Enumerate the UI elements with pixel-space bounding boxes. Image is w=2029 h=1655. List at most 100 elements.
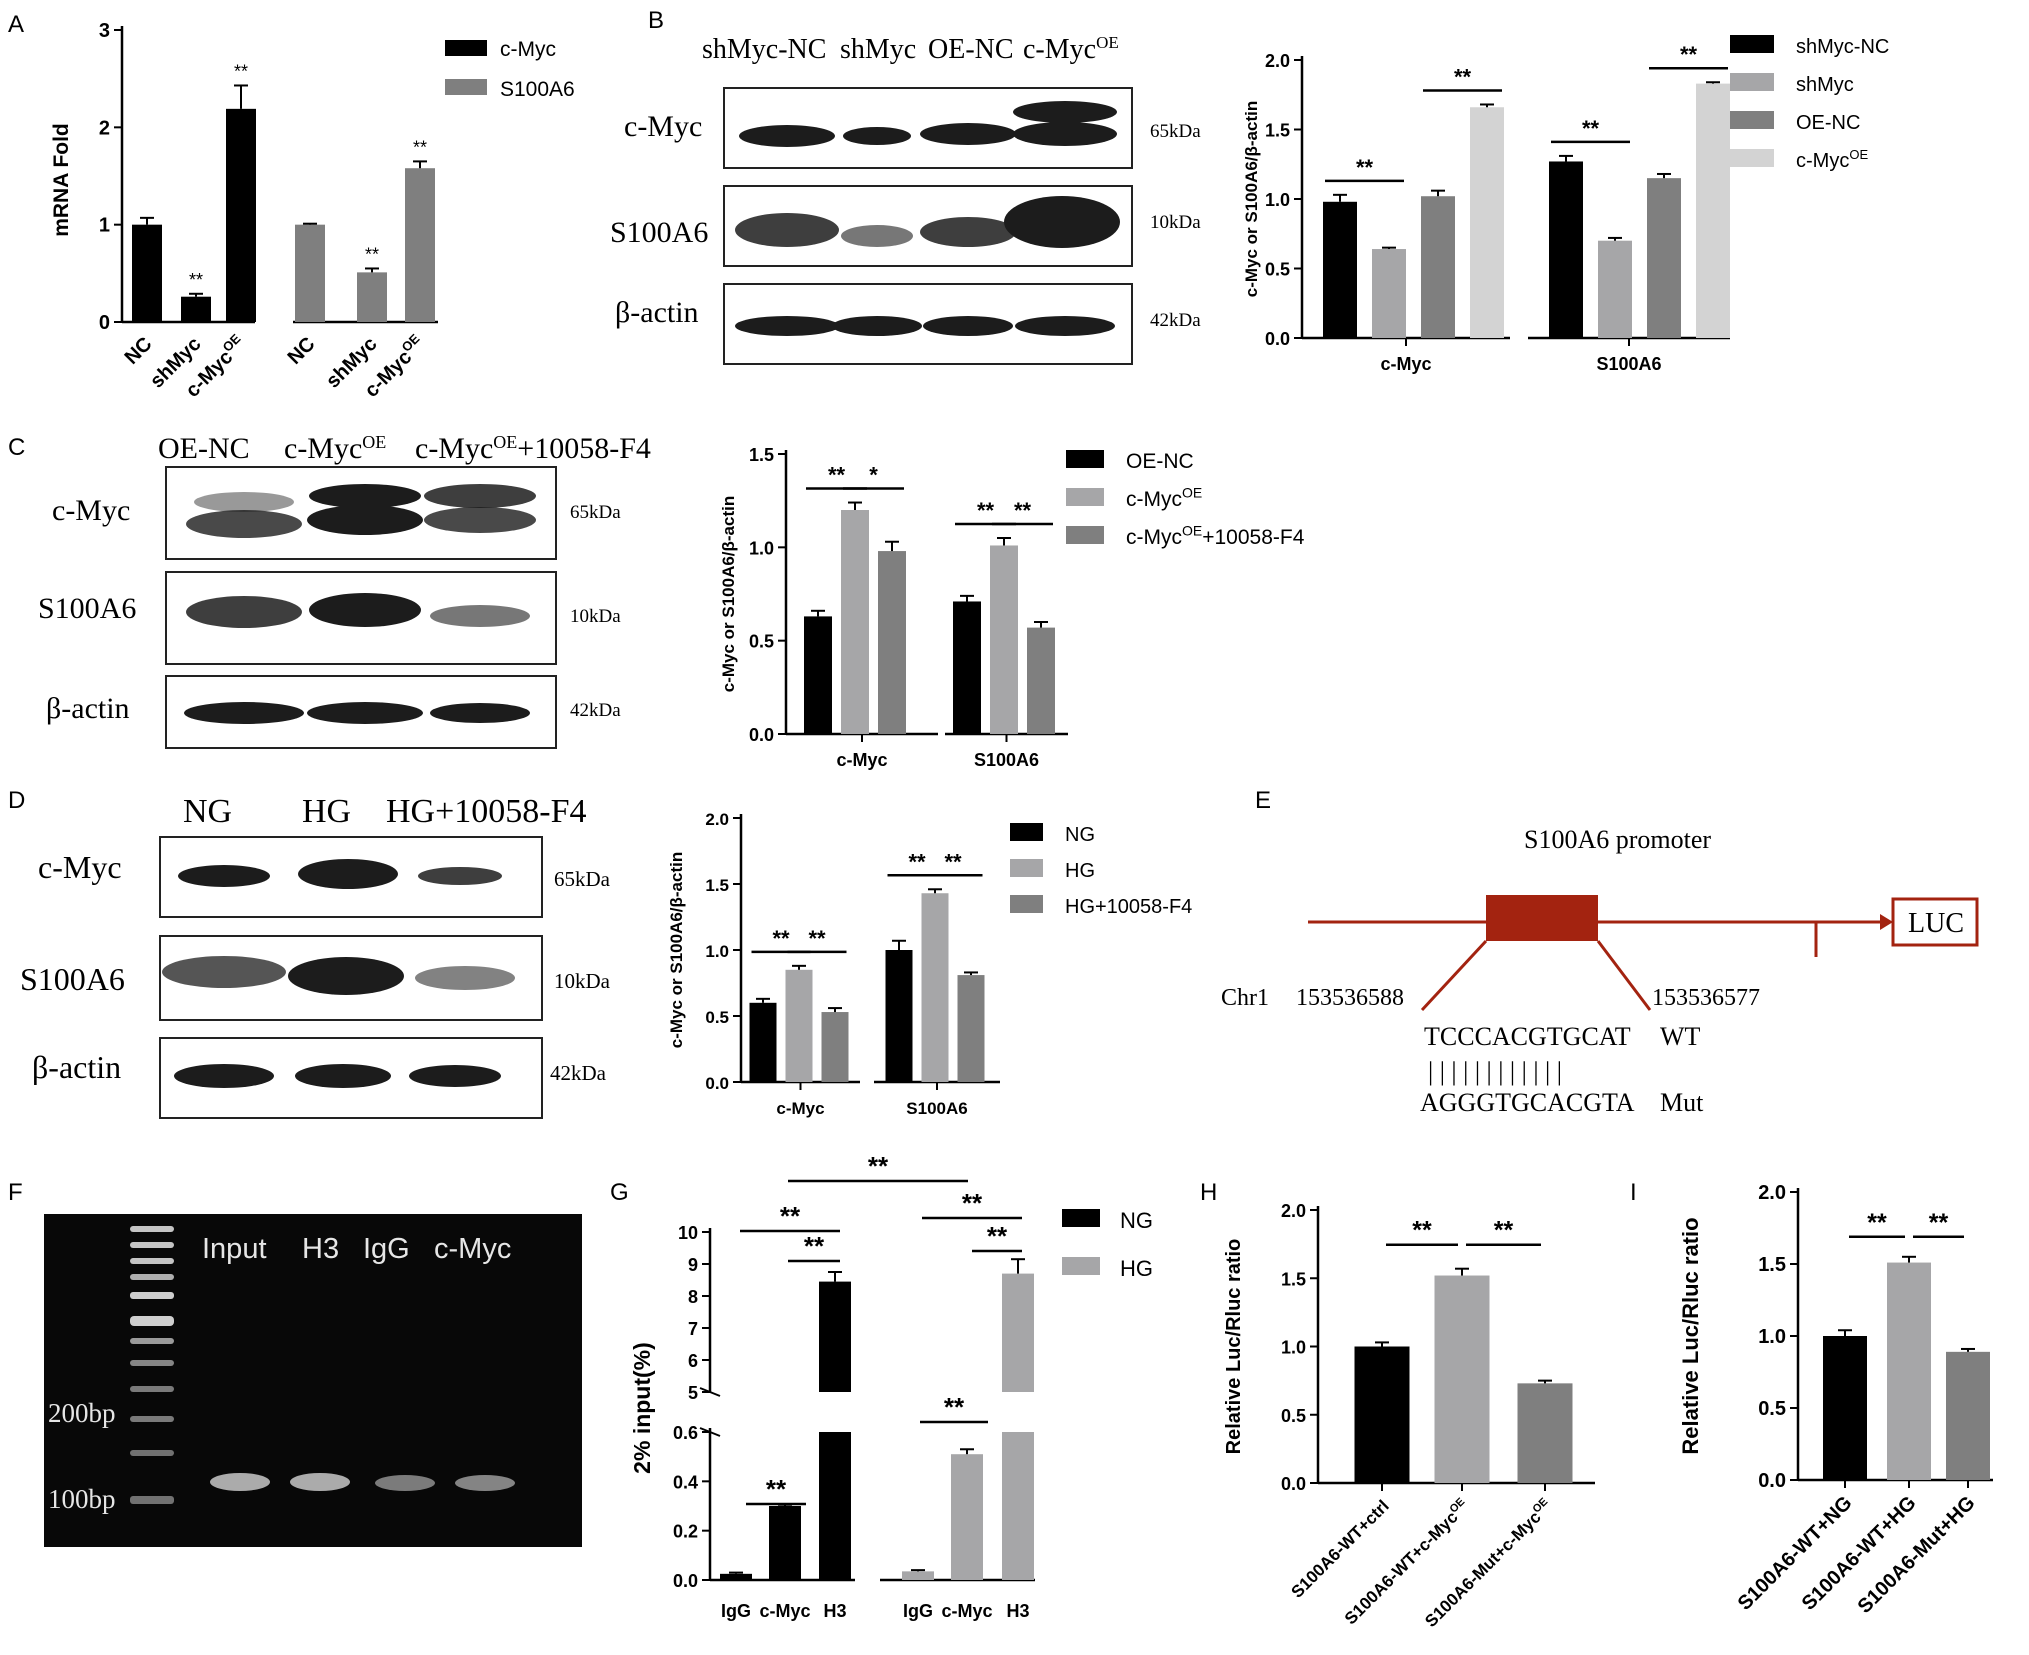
chart-b-bar-0-3 [1470, 107, 1504, 338]
blot-b-col-4: c-MycOE [1023, 33, 1119, 65]
chart-c-legend-label-1: c-MycOE [1126, 485, 1202, 511]
blot-c-row-1: c-Myc [52, 494, 130, 527]
blot-b-row-1: c-Myc [624, 110, 702, 143]
blot-c-row-3: β-actin [46, 692, 130, 725]
blot-c: OE-NC c-MycOE c-MycOE+10058-F4 c-Myc S10… [38, 432, 651, 749]
chart-b-xlabel-0: c-Myc [1380, 354, 1431, 374]
chart-a-xlabel-0: NC [121, 333, 157, 369]
chart-i-bar-2 [1946, 1351, 1990, 1480]
chart-a-star-4: ** [365, 244, 379, 264]
chart-g-sig-5: ** [962, 1188, 983, 1218]
chart-b-sig-2: ** [1582, 116, 1600, 141]
chart-d-ylabel: c-Myc or S100A6/β-actin [667, 852, 686, 1049]
chart-b-ytick-label-4: 2.0 [1265, 51, 1290, 71]
chart-c-legend-swatch-2 [1066, 526, 1104, 544]
chart-i-sig-0: ** [1867, 1209, 1887, 1237]
chart-c-ylabel: c-Myc or S100A6/β-actin [719, 496, 738, 693]
chr-label: Chr1 [1221, 985, 1269, 1011]
chart-c-legend-swatch-0 [1066, 450, 1104, 468]
blot-d-size-3: 42kDa [550, 1061, 607, 1085]
chart-b-ytick-label-3: 1.5 [1265, 121, 1290, 141]
chart-i-ytick-label-0: 0.0 [1758, 1470, 1786, 1492]
chart-a-star-5: ** [413, 137, 427, 157]
chart-c-bar-1-2 [1027, 627, 1055, 734]
chart-b-ytick-label-2: 1.0 [1265, 190, 1290, 210]
chart-b-sig-3: ** [1680, 42, 1698, 67]
chart-g-legend-swatch-1 [1062, 1257, 1100, 1275]
chart-i-ytick-label-3: 1.5 [1758, 1254, 1786, 1276]
chart-g-xlabel-0-0: IgG [721, 1601, 751, 1621]
chart-c-bar-1-0 [953, 601, 981, 734]
panel-letter-a: A [8, 11, 24, 38]
chart-g-legend-swatch-0 [1062, 1209, 1100, 1227]
panel-letter-c: C [8, 434, 25, 461]
chart-b-bar-1-3 [1696, 83, 1730, 338]
chart-g-sig-top: ** [868, 1151, 889, 1181]
chart-a-legend-label-0: c-Myc [500, 38, 556, 61]
chart-d-bar-1-0 [885, 950, 913, 1082]
blot-c-row-2: S100A6 [38, 592, 136, 625]
chart-g-bar-1-1 [951, 1454, 983, 1580]
chart-g-xlabel-0-2: H3 [823, 1601, 846, 1621]
pos-right: 153536577 [1652, 985, 1760, 1011]
chart-i-ytick-label-2: 1.0 [1758, 1326, 1786, 1348]
binding-site-box [1486, 895, 1598, 941]
chart-a-bar-3 [295, 224, 325, 322]
blot-c-col-1: OE-NC [158, 432, 250, 465]
chart-g-upper-ytick-label-5: 10 [678, 1223, 698, 1243]
chart-g-lower-ytick-label-1: 0.2 [673, 1522, 698, 1542]
chart-c-legend-label-2: c-MycOE+10058-F4 [1126, 523, 1305, 549]
chart-d-legend-swatch-0 [1010, 823, 1043, 841]
zoom-line-right [1596, 940, 1652, 1011]
chart-c-sig-1: * [869, 463, 878, 488]
chart-h-ytick-label-0: 0.0 [1281, 1474, 1306, 1494]
chart-c-bar-0-2 [878, 551, 906, 734]
chart-i-bar-0 [1823, 1336, 1867, 1480]
blot-d-row-1: c-Myc [38, 849, 122, 885]
blot-d-col-3: HG+10058-F4 [386, 793, 587, 830]
chart-a-ylabel: mRNA Fold [50, 123, 73, 237]
chart-d-ytick-label-1: 0.5 [705, 1008, 729, 1027]
chart-b-legend-swatch-3 [1730, 149, 1774, 167]
chart-d-bar-0-1 [785, 969, 813, 1082]
chart-a-ytick-label-1: 1 [99, 215, 110, 237]
chart-d-ytick-label-3: 1.5 [705, 876, 729, 895]
mut-label: Mut [1660, 1088, 1704, 1117]
blot-d-row-2: S100A6 [20, 961, 125, 997]
chart-d-sig-1: ** [808, 926, 826, 951]
gel-marker-100: 100bp [48, 1484, 116, 1514]
chart-a-bar-4 [357, 272, 387, 322]
blot-c-size-3: 42kDa [570, 700, 621, 721]
chart-c-legend-swatch-1 [1066, 488, 1104, 506]
chart-h-ytick-label-1: 0.5 [1281, 1406, 1306, 1426]
panel-letter-b: B [648, 7, 664, 34]
chart-h-ytick-label-3: 1.5 [1281, 1269, 1306, 1289]
chart-g-ylabel: 2% input(%) [629, 1342, 655, 1474]
blot-c-size-2: 10kDa [570, 606, 621, 627]
chart-b-bar-1-1 [1598, 240, 1632, 338]
chart-g-sig-4: ** [987, 1221, 1008, 1251]
chart-c-ytick-label-0: 0.0 [749, 725, 774, 745]
chart-c-legend-label-0: OE-NC [1126, 450, 1194, 473]
chart-c-sig-2: ** [977, 498, 995, 523]
blot-b-row-2: S100A6 [610, 216, 708, 249]
blot-b-col-1: shMyc-NC [702, 34, 826, 65]
chart-g-sig-2: ** [804, 1231, 825, 1261]
blot-d-size-1: 65kDa [554, 867, 611, 891]
chart-b-legend-label-0: shMyc-NC [1796, 36, 1889, 58]
chart-g-sig-0: ** [766, 1474, 787, 1504]
chart-d-legend-label-1: HG [1065, 860, 1095, 882]
blot-b-row-3: β-actin [615, 296, 699, 329]
chart-g-legend-label-0: NG [1120, 1208, 1153, 1233]
gel-marker-200: 200bp [48, 1398, 116, 1428]
chart-a-ytick-label-3: 3 [99, 20, 110, 42]
chart-g-xlabel-0-1: c-Myc [759, 1601, 810, 1621]
chart-d-legend-label-0: NG [1065, 824, 1095, 846]
blot-d-size-2: 10kDa [554, 969, 611, 993]
panel-letter-i: I [1630, 1179, 1637, 1206]
gel-image: Input H3 IgG c-Myc 200bp 100bp [44, 1214, 582, 1547]
chart-d-legend-swatch-1 [1010, 859, 1043, 877]
blot-d-col-1: NG [183, 793, 232, 830]
chart-g-xlabel-1-1: c-Myc [941, 1601, 992, 1621]
chart-i-bar-1 [1887, 1262, 1931, 1480]
